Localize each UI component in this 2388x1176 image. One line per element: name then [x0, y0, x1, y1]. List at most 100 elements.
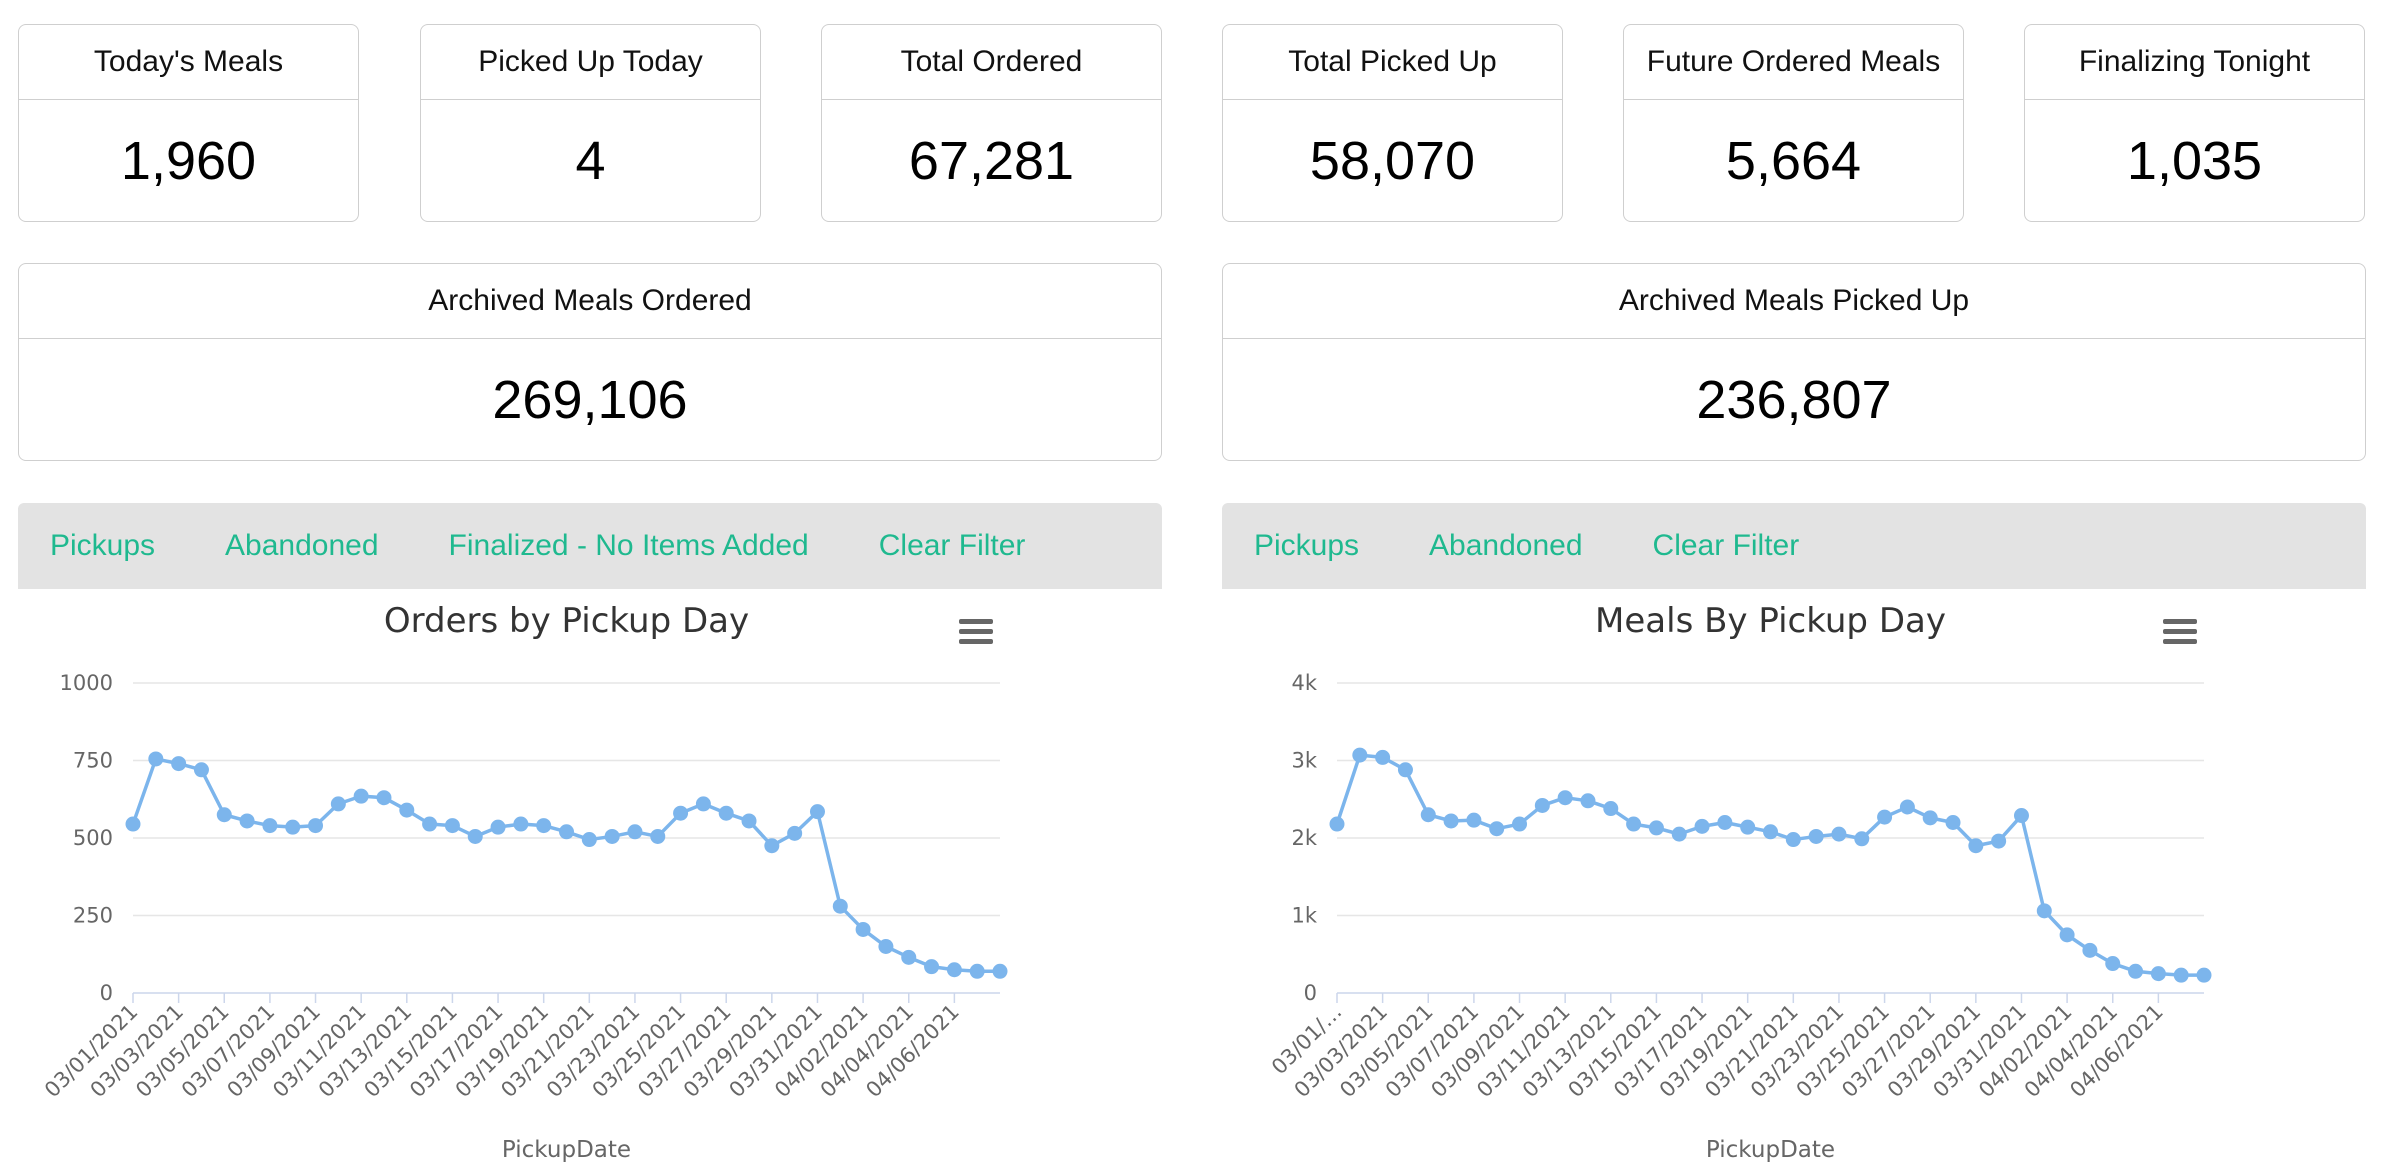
data-point	[171, 756, 187, 772]
data-point	[1352, 747, 1368, 763]
y-tick-label: 1k	[1291, 904, 1317, 928]
stat-value: 1,960	[120, 130, 257, 191]
stat-label: Total Picked Up	[1223, 25, 1562, 100]
chart-title: Orders by Pickup Day	[384, 601, 749, 641]
meals-by-pickup-day-chart: Meals By Pickup Day 0 1k 2k 3k 4k 03/01/… 03/03…	[1222, 589, 2366, 1176]
data-point	[1466, 812, 1482, 828]
stat-label: Future Ordered Meals	[1624, 25, 1963, 100]
data-point	[1694, 818, 1710, 834]
filter-bar-orders: Pickups Abandoned Finalized - No Items A…	[18, 503, 1162, 589]
x-axis-label: PickupDate	[1706, 1137, 1835, 1163]
data-point	[239, 813, 255, 829]
orders-by-pickup-day-chart: Orders by Pickup Day 0 250 500 750 1000 03/01/…	[18, 589, 1162, 1176]
data-point	[1899, 799, 1915, 815]
data-point	[718, 805, 734, 821]
stat-value: 58,070	[1309, 130, 1476, 191]
data-point	[901, 949, 917, 965]
filter-abandoned-link[interactable]: Abandoned	[1429, 529, 1583, 562]
data-point	[308, 818, 324, 834]
y-tick-label: 2k	[1291, 826, 1317, 850]
data-point	[946, 962, 962, 978]
filter-pickups-link[interactable]: Pickups	[1254, 529, 1360, 562]
filter-finalized-no-items-link[interactable]: Finalized - No Items Added	[448, 529, 809, 562]
data-point	[148, 751, 164, 767]
data-point	[1329, 816, 1345, 832]
data-point	[1397, 762, 1413, 778]
clear-filter-link[interactable]: Clear Filter	[878, 529, 1026, 562]
data-point	[1831, 826, 1847, 842]
chart-svg: Meals By Pickup Day01k2k3k4k03/01/…03/03…	[1267, 601, 2212, 1163]
data-point	[832, 898, 848, 914]
stat-label: Total Ordered	[822, 25, 1161, 100]
data-point	[1648, 820, 1664, 836]
data-point	[1534, 797, 1550, 813]
y-tick-label: 3k	[1291, 749, 1317, 773]
stat-value: 4	[575, 130, 606, 191]
series-line	[1335, 753, 2204, 977]
data-point	[741, 813, 757, 829]
stat-value: 67,281	[908, 130, 1075, 191]
stat-value: 269,106	[492, 369, 688, 430]
filter-pickups-link[interactable]: Pickups	[50, 529, 156, 562]
data-point	[444, 818, 460, 834]
data-point	[467, 828, 483, 844]
data-point	[627, 824, 643, 840]
series-line	[131, 757, 1000, 974]
stat-label: Picked Up Today	[421, 25, 760, 100]
data-point	[1557, 790, 1573, 806]
stat-card-finalizing-tonight: Finalizing Tonight 1,035	[2024, 24, 2365, 222]
y-tick-label: 4k	[1291, 671, 1317, 695]
y-tick-label: 250	[73, 904, 113, 928]
data-point	[376, 790, 392, 806]
filter-abandoned-link[interactable]: Abandoned	[225, 529, 379, 562]
data-point	[1763, 824, 1778, 840]
data-point	[878, 939, 894, 954]
data-point	[604, 828, 620, 844]
stat-card-picked-up-today: Picked Up Today 4	[420, 24, 761, 222]
data-point	[2036, 903, 2052, 919]
data-point	[2173, 967, 2189, 983]
data-point	[673, 805, 689, 821]
hamburger-menu-icon[interactable]	[959, 619, 993, 644]
data-point	[581, 832, 597, 848]
data-point	[513, 816, 529, 832]
stat-label: Today's Meals	[19, 25, 358, 100]
data-point	[1603, 801, 1619, 817]
archived-meals-picked-up-card: Archived Meals Picked Up 236,807	[1222, 263, 2366, 461]
chart-svg: Orders by Pickup Day0250500750100003/01/…	[40, 601, 1008, 1163]
data-point	[353, 788, 369, 804]
y-tick-label: 750	[73, 749, 113, 773]
data-point	[855, 921, 871, 937]
data-point	[399, 802, 415, 818]
archived-meals-ordered-card: Archived Meals Ordered 269,106	[18, 263, 1162, 461]
data-point	[809, 804, 825, 820]
hamburger-menu-icon[interactable]	[2163, 619, 2197, 644]
data-point	[330, 796, 346, 812]
data-point	[1420, 807, 1436, 823]
data-point	[992, 963, 1008, 979]
data-point	[1877, 809, 1893, 825]
data-point	[650, 828, 666, 844]
data-point	[1489, 821, 1505, 837]
data-point	[1740, 819, 1756, 835]
clear-filter-link[interactable]: Clear Filter	[1652, 529, 1800, 562]
data-point	[924, 959, 940, 975]
stat-label: Archived Meals Ordered	[19, 264, 1161, 339]
data-point	[2105, 956, 2121, 972]
data-point	[2196, 967, 2212, 983]
stat-card-future-ordered-meals: Future Ordered Meals 5,664	[1623, 24, 1964, 222]
data-point	[969, 963, 985, 979]
filter-bar-meals: Pickups Abandoned Clear Filter	[1222, 503, 2366, 589]
y-tick-label: 0	[100, 981, 113, 1005]
data-point	[2013, 808, 2029, 824]
data-point	[2128, 963, 2144, 979]
data-point	[1991, 833, 2007, 849]
data-point	[1512, 816, 1528, 832]
data-point	[2082, 942, 2098, 958]
data-point	[1945, 815, 1961, 830]
data-point	[1854, 831, 1870, 847]
stat-label: Archived Meals Picked Up	[1223, 264, 2365, 339]
stat-value: 236,807	[1696, 369, 1892, 430]
data-point	[193, 762, 209, 778]
chart-title: Meals By Pickup Day	[1595, 601, 1946, 641]
